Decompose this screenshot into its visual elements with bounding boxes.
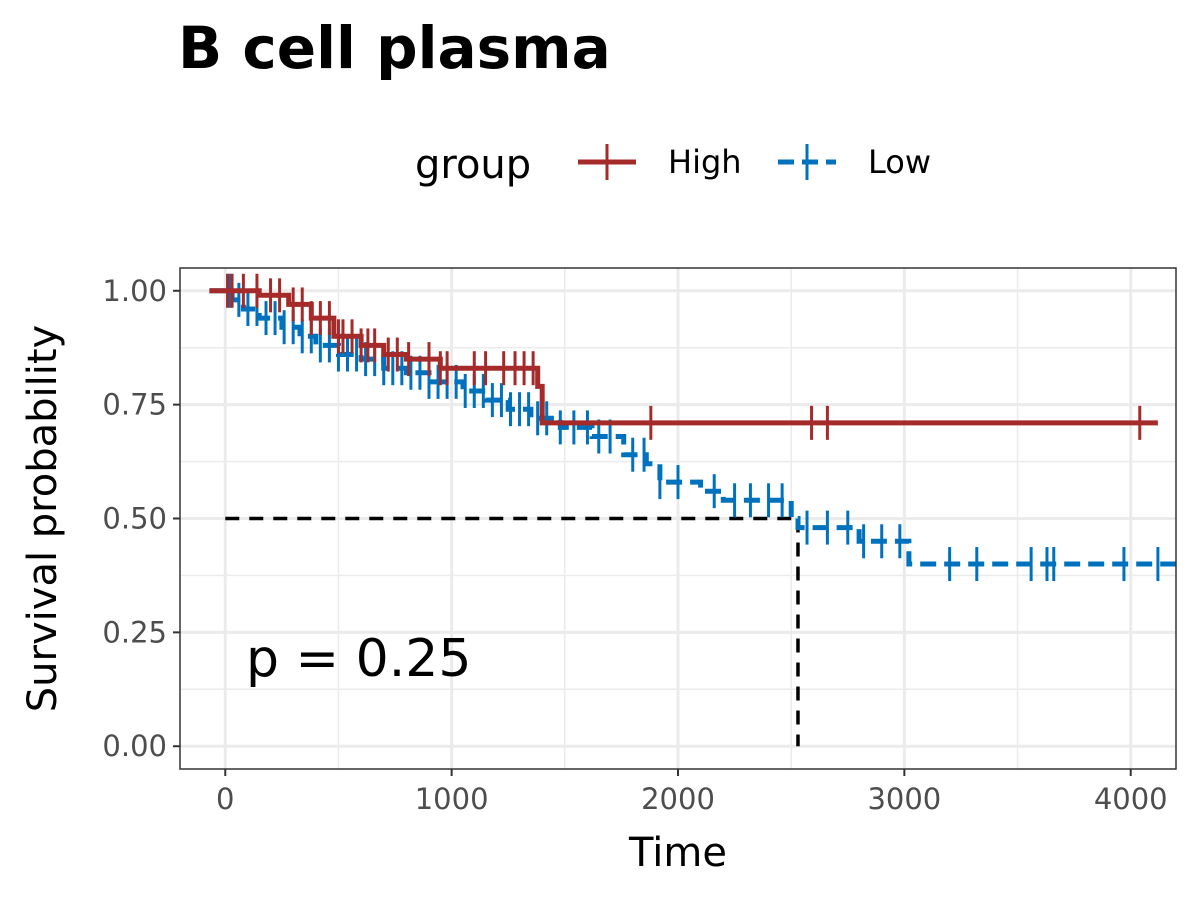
series-layer <box>209 273 1176 582</box>
p-value-annotation: p = 0.25 <box>246 629 471 689</box>
y-tick-label: 0.50 <box>102 502 167 536</box>
y-tick-label: 0.75 <box>102 388 167 422</box>
y-tick-label: 1.00 <box>102 274 167 308</box>
survival-curve-high <box>209 288 1158 426</box>
y-tick-label: 0.00 <box>102 729 167 763</box>
chart-title: B cell plasma <box>178 14 611 82</box>
legend-label-low: Low <box>868 143 931 181</box>
median-reference-lines <box>225 516 800 747</box>
legend: group High Low <box>415 142 931 188</box>
y-axis-title: Survival probability <box>20 325 66 712</box>
x-tick-label: 1000 <box>415 782 489 816</box>
legend-title: group <box>415 142 531 188</box>
series-low <box>209 273 1176 582</box>
x-tick-label: 0 <box>216 782 234 816</box>
x-tick-label: 4000 <box>1094 782 1168 816</box>
x-axis-title: Time <box>628 830 727 876</box>
x-tick-label: 2000 <box>641 782 715 816</box>
series-high <box>209 273 1158 440</box>
legend-label-high: High <box>668 143 742 181</box>
legend-item-high: High <box>578 143 742 181</box>
legend-item-low: Low <box>778 143 931 181</box>
y-tick-label: 0.25 <box>102 615 167 649</box>
axes: 0 1000 2000 3000 4000 0.00 0.25 0.50 0.75 1.00 <box>102 274 1167 816</box>
survival-curve-low <box>209 288 1176 567</box>
x-tick-label: 3000 <box>867 782 941 816</box>
